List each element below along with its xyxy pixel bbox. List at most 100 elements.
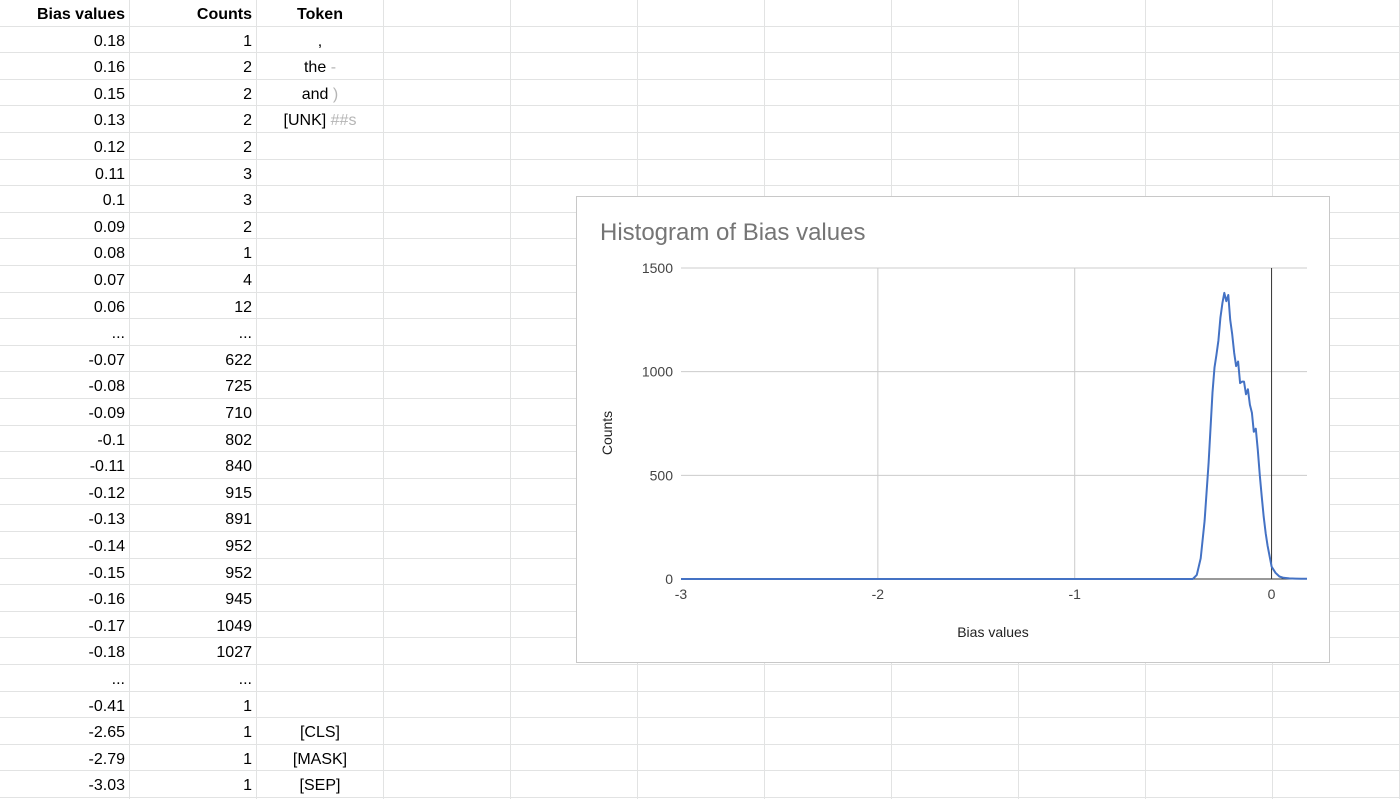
header-counts[interactable]: Counts: [196, 6, 252, 23]
count-cell[interactable]: 1: [243, 32, 252, 50]
bias-value-cell[interactable]: 0.12: [93, 139, 125, 156]
bias-value-cell[interactable]: -0.07: [88, 351, 125, 369]
count-cell[interactable]: 2: [243, 218, 252, 236]
token-cell[interactable]: [257, 268, 383, 294]
bias-value-cell[interactable]: -0.1: [97, 431, 125, 449]
bias-value-cell[interactable]: 0.15: [93, 85, 125, 103]
token-cell[interactable]: [MASK]: [257, 747, 383, 773]
token-cell[interactable]: [CLS]: [257, 720, 383, 746]
bias-value-cell[interactable]: -0.11: [89, 458, 125, 476]
count-cell[interactable]: ...: [238, 671, 252, 688]
bias-value-cell[interactable]: 0.06: [93, 298, 125, 316]
token-cell[interactable]: [257, 428, 383, 454]
count-cell[interactable]: 3: [243, 192, 252, 210]
token-cell[interactable]: [257, 348, 383, 374]
count-cell[interactable]: 952: [225, 538, 252, 555]
bias-value-cell[interactable]: -0.08: [88, 378, 125, 396]
token-text: ,: [317, 32, 323, 50]
token-cell[interactable]: [257, 188, 383, 214]
bias-value-cell[interactable]: ...: [111, 325, 125, 343]
chart-canvas: Histogram of Bias values Counts Bias val…: [599, 219, 1307, 640]
count-cell[interactable]: 725: [225, 378, 252, 396]
count-cell[interactable]: 952: [225, 564, 252, 582]
count-cell[interactable]: 840: [225, 458, 252, 476]
count-cell[interactable]: 1: [243, 697, 252, 715]
token-cell[interactable]: [257, 241, 383, 267]
token-cell[interactable]: [UNK] ##s: [257, 108, 383, 134]
count-cell[interactable]: 2: [243, 139, 252, 156]
histogram-chart[interactable]: Histogram of Bias values Counts Bias val…: [576, 196, 1330, 663]
count-cell[interactable]: 1027: [216, 644, 252, 662]
token-cell[interactable]: [257, 534, 383, 560]
bias-value-cell[interactable]: -0.17: [88, 617, 125, 635]
token-cell[interactable]: [257, 614, 383, 640]
token-cell[interactable]: [257, 295, 383, 321]
row-divider: [0, 185, 1400, 187]
bias-value-cell[interactable]: 0.13: [93, 112, 125, 130]
token-text: [CLS]: [299, 724, 340, 742]
bias-value-cell[interactable]: 0.09: [93, 218, 125, 236]
bias-value-cell[interactable]: -0.16: [88, 591, 125, 609]
count-cell[interactable]: 4: [243, 272, 252, 289]
count-cell[interactable]: 1: [243, 724, 252, 742]
token-cell[interactable]: [257, 507, 383, 533]
bias-value-cell[interactable]: -0.14: [88, 538, 125, 555]
bias-value-cell[interactable]: 0.1: [102, 192, 125, 210]
token-cell[interactable]: [257, 561, 383, 587]
bias-value-cell[interactable]: -2.65: [88, 724, 125, 742]
token-cell[interactable]: [257, 321, 383, 347]
bias-value-cell[interactable]: 0.18: [93, 32, 125, 50]
token-cell[interactable]: [SEP]: [257, 773, 383, 799]
y-tick-label: 1000: [642, 364, 673, 380]
token-cell[interactable]: [257, 667, 383, 693]
header-token[interactable]: Token: [297, 6, 343, 23]
bias-value-cell[interactable]: ...: [111, 671, 125, 688]
count-cell[interactable]: 2: [243, 59, 252, 77]
token-cell[interactable]: [257, 401, 383, 427]
token-cell[interactable]: [257, 135, 383, 161]
token-cell[interactable]: and ): [257, 82, 383, 108]
count-cell[interactable]: 622: [225, 351, 252, 369]
bias-value-cell[interactable]: -0.15: [88, 564, 125, 582]
count-cell[interactable]: 915: [225, 484, 252, 502]
token-cell[interactable]: [257, 481, 383, 507]
row-divider: [0, 797, 1400, 798]
token-cell[interactable]: [257, 694, 383, 720]
bias-value-cell[interactable]: -0.18: [88, 644, 125, 662]
y-tick-label: 500: [650, 467, 674, 483]
bias-value-cell[interactable]: 0.16: [93, 59, 125, 77]
token-cell[interactable]: [257, 374, 383, 400]
token-cell[interactable]: the -: [257, 55, 383, 81]
bias-value-cell[interactable]: -2.79: [88, 750, 125, 768]
count-cell[interactable]: ...: [238, 325, 252, 343]
bias-value-cell[interactable]: -0.12: [88, 484, 125, 502]
token-cell[interactable]: [257, 215, 383, 241]
count-cell[interactable]: 1: [243, 777, 252, 795]
token-cell[interactable]: [257, 454, 383, 480]
count-cell[interactable]: 1: [243, 750, 252, 768]
token-cell[interactable]: [257, 587, 383, 613]
token-cell[interactable]: [257, 640, 383, 666]
bias-value-cell[interactable]: 0.11: [95, 165, 125, 183]
bias-value-cell[interactable]: -0.41: [88, 697, 125, 715]
row-divider: [0, 690, 1400, 692]
bias-value-cell[interactable]: 0.07: [93, 272, 125, 289]
count-cell[interactable]: 12: [234, 298, 252, 316]
token-cell[interactable]: ,: [257, 29, 383, 55]
count-cell[interactable]: 3: [243, 165, 252, 183]
count-cell[interactable]: 891: [225, 511, 252, 529]
series-line: [681, 291, 1307, 580]
count-cell[interactable]: 1: [243, 245, 252, 263]
count-cell[interactable]: 802: [225, 431, 252, 449]
bias-value-cell[interactable]: -0.13: [88, 511, 125, 529]
count-cell[interactable]: 710: [225, 405, 252, 422]
count-cell[interactable]: 2: [243, 112, 252, 130]
count-cell[interactable]: 1049: [216, 617, 252, 635]
bias-value-cell[interactable]: -3.03: [88, 777, 125, 795]
bias-value-cell[interactable]: -0.09: [88, 405, 125, 422]
bias-value-cell[interactable]: 0.08: [93, 245, 125, 263]
count-cell[interactable]: 2: [243, 85, 252, 103]
token-cell[interactable]: [257, 162, 383, 188]
count-cell[interactable]: 945: [225, 591, 252, 609]
header-bias-values[interactable]: Bias values: [36, 6, 125, 23]
